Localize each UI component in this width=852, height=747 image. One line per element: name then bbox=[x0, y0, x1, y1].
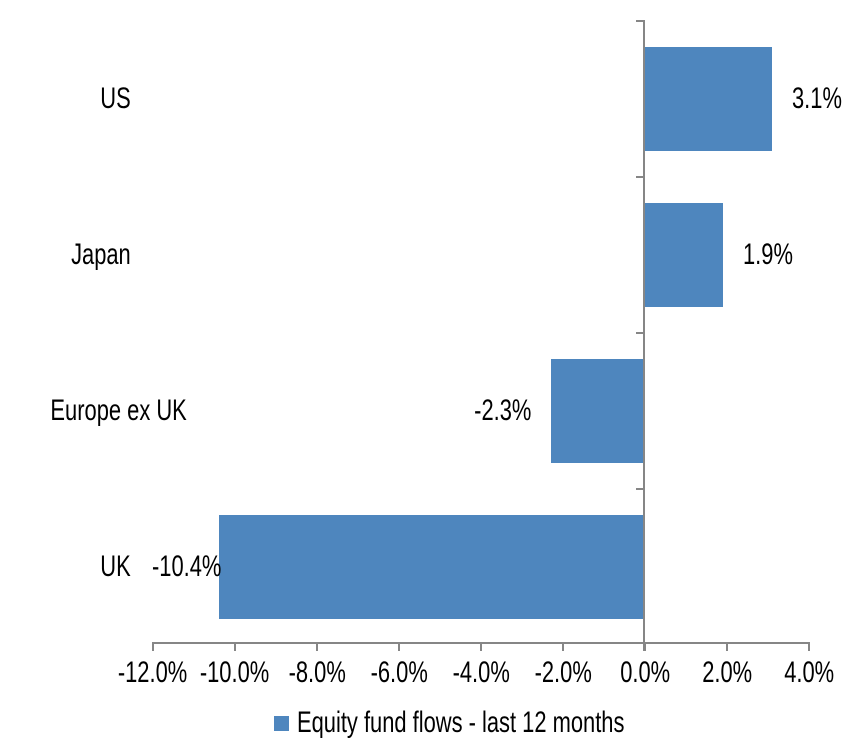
x-tick-label-text: -12.0% bbox=[118, 656, 188, 689]
x-axis-tick bbox=[808, 642, 810, 651]
x-tick-label-text: -10.0% bbox=[200, 656, 270, 689]
x-axis-tick bbox=[316, 642, 318, 651]
category-label-text: Europe ex UK bbox=[50, 394, 187, 427]
x-tick-label-4-0: -4.0% bbox=[421, 658, 541, 688]
y-axis-tick bbox=[636, 20, 645, 22]
bar-value-text: 3.1% bbox=[792, 82, 843, 115]
x-tick-label-text: -2.0% bbox=[534, 656, 592, 689]
x-axis-tick bbox=[644, 642, 646, 651]
category-label-europe-ex-uk: Europe ex UK bbox=[0, 396, 186, 426]
x-axis-tick bbox=[152, 642, 154, 651]
category-label-text: US bbox=[100, 82, 131, 115]
bar-value-text: 1.9% bbox=[742, 238, 793, 271]
bar-us bbox=[645, 47, 773, 151]
x-axis-tick bbox=[480, 642, 482, 651]
x-tick-label-10-0: -10.0% bbox=[175, 658, 295, 688]
x-tick-label-text: 2.0% bbox=[702, 656, 752, 689]
y-axis-tick bbox=[636, 332, 645, 334]
bar-value-label-japan: 1.9% bbox=[743, 240, 811, 270]
x-axis-tick bbox=[562, 642, 564, 651]
y-axis-tick bbox=[636, 176, 645, 178]
bar-value-label-europe-ex-uk: -2.3% bbox=[453, 396, 531, 426]
x-tick-label-text: -6.0% bbox=[370, 656, 428, 689]
bar-value-label-uk: -10.4% bbox=[152, 552, 247, 582]
x-tick-label-text: 4.0% bbox=[784, 656, 834, 689]
x-axis-tick bbox=[726, 642, 728, 651]
legend-label-wrap: Equity fund flows - last 12 months bbox=[297, 708, 746, 738]
x-tick-label-8-0: -8.0% bbox=[257, 658, 377, 688]
category-label-uk: UK bbox=[0, 552, 131, 582]
x-tick-label-12-0: -12.0% bbox=[93, 658, 213, 688]
x-tick-label-text: -8.0% bbox=[288, 656, 346, 689]
bar-value-text: -2.3% bbox=[474, 394, 532, 427]
x-tick-label-text: -4.0% bbox=[452, 656, 510, 689]
legend-marker-icon bbox=[274, 715, 289, 731]
x-tick-label-2-0: -2.0% bbox=[503, 658, 623, 688]
bar-uk bbox=[218, 515, 645, 619]
bar-europe-ex-uk bbox=[550, 359, 645, 463]
category-label-us: US bbox=[0, 84, 131, 114]
y-axis-line bbox=[643, 20, 645, 651]
bar-japan bbox=[645, 203, 723, 307]
x-tick-label-2-0: 2.0% bbox=[667, 658, 787, 688]
bar-value-text: -10.4% bbox=[152, 550, 222, 583]
y-axis-tick bbox=[636, 488, 645, 490]
category-label-japan: Japan bbox=[0, 240, 131, 270]
bar-value-label-us: 3.1% bbox=[792, 84, 852, 114]
x-axis-tick bbox=[398, 642, 400, 651]
category-label-text: UK bbox=[100, 550, 131, 583]
x-tick-label-text: 0.0% bbox=[620, 656, 670, 689]
x-axis-tick bbox=[234, 642, 236, 651]
x-tick-label-4-0: 4.0% bbox=[749, 658, 852, 688]
x-tick-label-0-0: 0.0% bbox=[585, 658, 705, 688]
legend-label: Equity fund flows - last 12 months bbox=[297, 706, 625, 739]
x-tick-label-6-0: -6.0% bbox=[339, 658, 459, 688]
legend: Equity fund flows - last 12 months bbox=[274, 708, 746, 738]
category-label-text: Japan bbox=[71, 238, 131, 271]
